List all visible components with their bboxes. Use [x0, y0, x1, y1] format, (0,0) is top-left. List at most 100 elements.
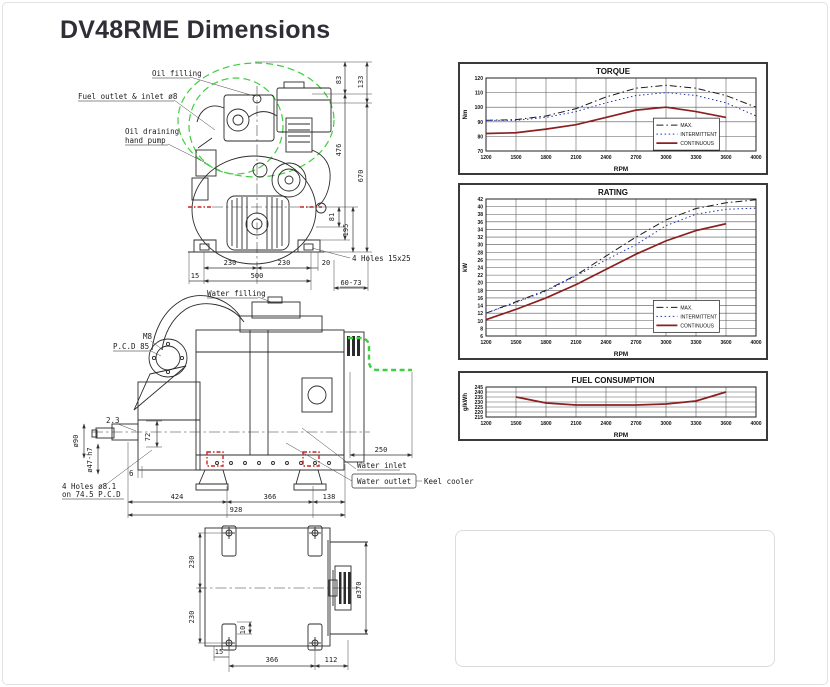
svg-text:26: 26: [477, 258, 483, 264]
dim-476: 476: [335, 144, 343, 157]
keel-cooler-label: Keel cooler: [424, 477, 474, 486]
fuel-consumption-chart: FUEL CONSUMPTION 215 220 225 230 235 240 245 120…: [458, 371, 768, 441]
svg-text:40: 40: [477, 205, 483, 211]
red-mount-highlight-right: [302, 451, 320, 467]
svg-text:2400: 2400: [600, 155, 611, 161]
svg-text:1200: 1200: [480, 340, 491, 346]
svg-text:g/kWh: g/kWh: [463, 393, 469, 411]
svg-text:2100: 2100: [570, 340, 581, 346]
svg-text:3000: 3000: [660, 421, 671, 427]
svg-text:3300: 3300: [690, 155, 701, 161]
svg-text:2100: 2100: [570, 421, 581, 427]
dim-670: 670: [357, 170, 365, 183]
svg-text:3000: 3000: [660, 155, 671, 161]
dim-230-right: 230: [278, 259, 291, 267]
dim-250: 250: [375, 446, 388, 454]
svg-text:240: 240: [475, 390, 484, 396]
svg-text:CONTINUOUS: CONTINUOUS: [680, 141, 714, 147]
svg-text:3600: 3600: [720, 340, 731, 346]
dim-81: 81: [328, 213, 336, 221]
water-filling-label: Water filling: [207, 289, 266, 298]
svg-text:38: 38: [477, 212, 483, 218]
svg-text:100: 100: [475, 105, 484, 111]
svg-text:1500: 1500: [510, 155, 521, 161]
fuel-outlet-label: Fuel outlet & inlet ø8: [78, 92, 178, 101]
svg-text:1500: 1500: [510, 421, 521, 427]
rating-chart-svg: RATING6810121416182022242628303234363840…: [463, 188, 762, 358]
svg-text:225: 225: [475, 405, 484, 411]
svg-text:2700: 2700: [630, 421, 641, 427]
keel-cooler-pipe: [348, 336, 412, 372]
svg-text:MAX.: MAX.: [680, 123, 692, 129]
front-dimensions-right: 83 133 476 670 81 195: [255, 61, 372, 253]
dim-366b: 366: [266, 656, 279, 664]
torque-chart-svg: TORQUE 70 80 90 100 110 120 1200 1500 1800 2100 240…: [463, 67, 762, 173]
svg-text:215: 215: [475, 415, 484, 421]
shim-label: 2.3: [106, 416, 120, 425]
svg-text:3600: 3600: [720, 421, 731, 427]
svg-text:2100: 2100: [570, 155, 581, 161]
oil-draining-label-2: hand pump: [125, 136, 166, 145]
holes-label-1: 4 Holes ø8.1: [62, 482, 116, 491]
notes-card: [455, 530, 775, 667]
svg-text:42: 42: [477, 197, 483, 203]
svg-text:3600: 3600: [720, 155, 731, 161]
svg-text:22: 22: [477, 273, 483, 279]
holes-label-2: on 74.5 P.C.D: [62, 490, 121, 499]
front-dimensions-bottom: 230 230 20 500 15 60-73: [188, 252, 369, 291]
dim-dia90: ø90: [72, 435, 80, 448]
svg-text:3300: 3300: [690, 421, 701, 427]
svg-text:6: 6: [480, 334, 483, 340]
oil-draining-label-1: Oil draining: [125, 127, 179, 136]
engine-front-art: [188, 81, 332, 265]
dim-230-top: 230: [188, 556, 196, 569]
svg-text:CONTINUOUS: CONTINUOUS: [680, 323, 714, 329]
dim-366: 366: [264, 493, 277, 501]
dim-138: 138: [323, 493, 336, 501]
front-callouts: Oil filling Fuel outlet & inlet ø8 Oil d…: [78, 69, 411, 263]
svg-text:90: 90: [477, 120, 483, 126]
svg-text:RPM: RPM: [614, 351, 628, 358]
side-callouts: Water filling M8 P.C.D 85 2.3 72 ø90 ø47…: [62, 289, 474, 500]
svg-text:16: 16: [477, 296, 483, 302]
svg-text:230: 230: [475, 400, 484, 406]
dim-928: 928: [230, 506, 243, 514]
dim-424: 424: [171, 493, 184, 501]
svg-text:1800: 1800: [540, 155, 551, 161]
dim-133: 133: [357, 76, 365, 89]
water-inlet-label: Water inlet: [357, 461, 407, 470]
svg-text:4000: 4000: [750, 340, 761, 346]
svg-text:10: 10: [477, 319, 483, 325]
svg-text:80: 80: [477, 134, 483, 140]
svg-text:2700: 2700: [630, 340, 641, 346]
svg-text:MAX.: MAX.: [680, 305, 692, 311]
dim-83: 83: [335, 76, 343, 84]
dim-dia370: ø370: [355, 582, 363, 599]
dim-15: 15: [215, 648, 223, 656]
red-mount-highlight-left: [206, 451, 224, 467]
m8-label: M8: [143, 332, 153, 341]
svg-text:3000: 3000: [660, 340, 671, 346]
svg-text:28: 28: [477, 250, 483, 256]
dim-195: 195: [342, 224, 350, 237]
svg-text:120: 120: [475, 76, 484, 82]
svg-text:12: 12: [477, 311, 483, 317]
svg-text:RPM: RPM: [614, 166, 628, 173]
svg-text:1800: 1800: [540, 340, 551, 346]
svg-text:235: 235: [475, 395, 484, 401]
svg-text:34: 34: [477, 227, 483, 233]
engine-side-art: [91, 295, 365, 491]
svg-text:kW: kW: [463, 263, 469, 272]
bottom-dimensions: ø370 230 230 10 15 366 112: [188, 532, 368, 672]
svg-text:1200: 1200: [480, 421, 491, 427]
svg-text:RPM: RPM: [614, 432, 628, 439]
svg-text:2700: 2700: [630, 155, 641, 161]
svg-text:30: 30: [477, 243, 483, 249]
svg-text:24: 24: [477, 266, 483, 272]
svg-text:8: 8: [480, 326, 483, 332]
water-outlet-label: Water outlet: [357, 477, 411, 486]
svg-text:Nm: Nm: [463, 110, 469, 120]
page-title: DV48RME Dimensions: [60, 16, 331, 44]
svg-text:1500: 1500: [510, 340, 521, 346]
svg-text:32: 32: [477, 235, 483, 241]
